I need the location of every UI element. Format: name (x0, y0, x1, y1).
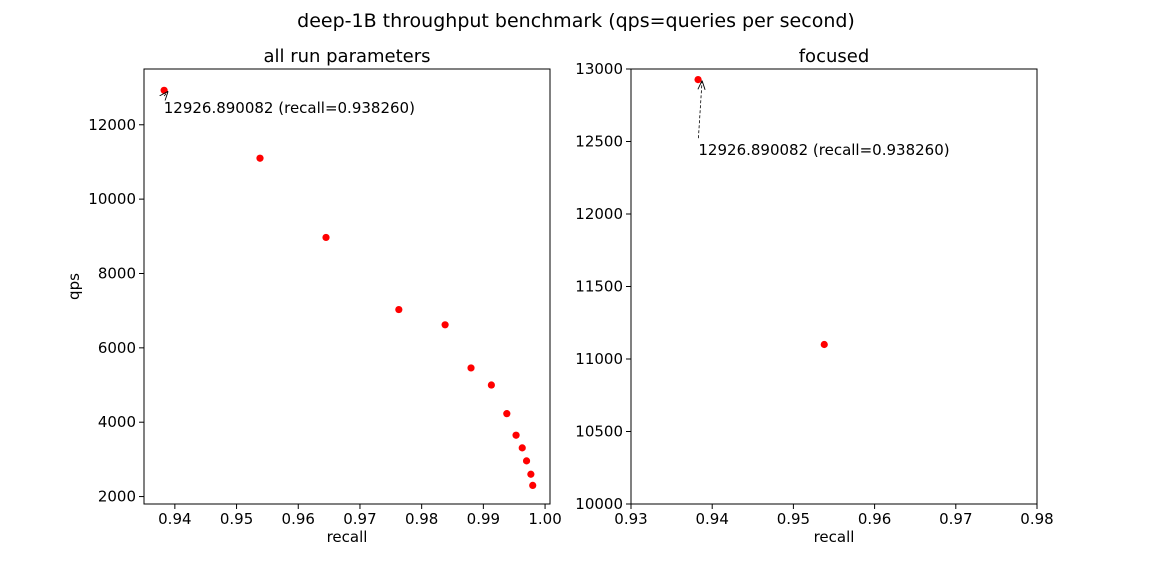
data-point (522, 457, 531, 465)
data-point (160, 86, 168, 94)
x-axis-label: recall (327, 528, 368, 546)
x-tick-label: 1.00 (528, 510, 561, 528)
chart-left: all run parameters 0.94 0.95 0.96 0.97 0.98 0.… (65, 46, 562, 546)
x-tick-label: 0.98 (405, 510, 438, 528)
data-point (820, 340, 828, 349)
y-axis-label: qps (65, 273, 83, 300)
data-point (694, 76, 702, 84)
y-tick-label: 12000 (88, 116, 136, 134)
figure-title: deep-1B throughput benchmark (qps=querie… (297, 10, 855, 32)
data-point (529, 481, 537, 490)
plot-frame (630, 68, 1038, 505)
data-point (512, 431, 520, 439)
data-point (256, 154, 264, 162)
annotation-arrow (164, 91, 168, 96)
y-tick-label: 10500 (575, 423, 623, 441)
data-point (518, 444, 526, 452)
annotation-text: 12926.890082 (recall=0.938260) (698, 141, 949, 159)
x-tick-label: 0.95 (220, 510, 253, 528)
data-point (395, 305, 403, 314)
data-point (527, 470, 535, 478)
data-point (467, 364, 475, 372)
x-tick-label: 0.95 (777, 510, 810, 528)
chart-title: focused (799, 46, 870, 67)
annotation-text: 12926.890082 (recall=0.938260) (164, 99, 415, 117)
y-tick-label: 6000 (98, 339, 136, 357)
y-tick-label: 12500 (575, 133, 623, 151)
data-point (487, 381, 495, 389)
x-tick-label: 0.97 (343, 510, 376, 528)
plot-frame (143, 68, 551, 505)
x-tick-label: 0.94 (158, 510, 191, 528)
y-tick-label: 11000 (575, 350, 623, 368)
y-tick-label: 12000 (575, 205, 623, 223)
y-tick-label: 4000 (98, 413, 136, 431)
x-tick-label: 0.97 (939, 510, 972, 528)
data-point (441, 321, 449, 329)
data-point (322, 233, 330, 242)
y-tick-label: 13000 (575, 60, 623, 78)
annotation-arrow (698, 81, 702, 139)
x-tick-label: 0.98 (1020, 510, 1053, 528)
y-tick-label: 10000 (575, 495, 623, 513)
chart-title: all run parameters (263, 46, 430, 67)
y-tick-label: 11500 (575, 278, 623, 296)
x-tick-label: 0.96 (858, 510, 891, 528)
y-tick-label: 2000 (98, 488, 136, 506)
x-tick-label: 0.93 (614, 510, 647, 528)
y-tick-label: 8000 (98, 264, 136, 282)
x-tick-label: 0.96 (282, 510, 315, 528)
x-tick-label: 0.94 (695, 510, 728, 528)
chart-right: focused 0.93 0.94 0.95 0.96 0.97 0.98 10000 1050… (575, 46, 1053, 546)
data-point (503, 410, 511, 418)
y-tick-label: 10000 (88, 190, 136, 208)
x-axis-label: recall (814, 528, 855, 546)
x-tick-label: 0.99 (467, 510, 500, 528)
